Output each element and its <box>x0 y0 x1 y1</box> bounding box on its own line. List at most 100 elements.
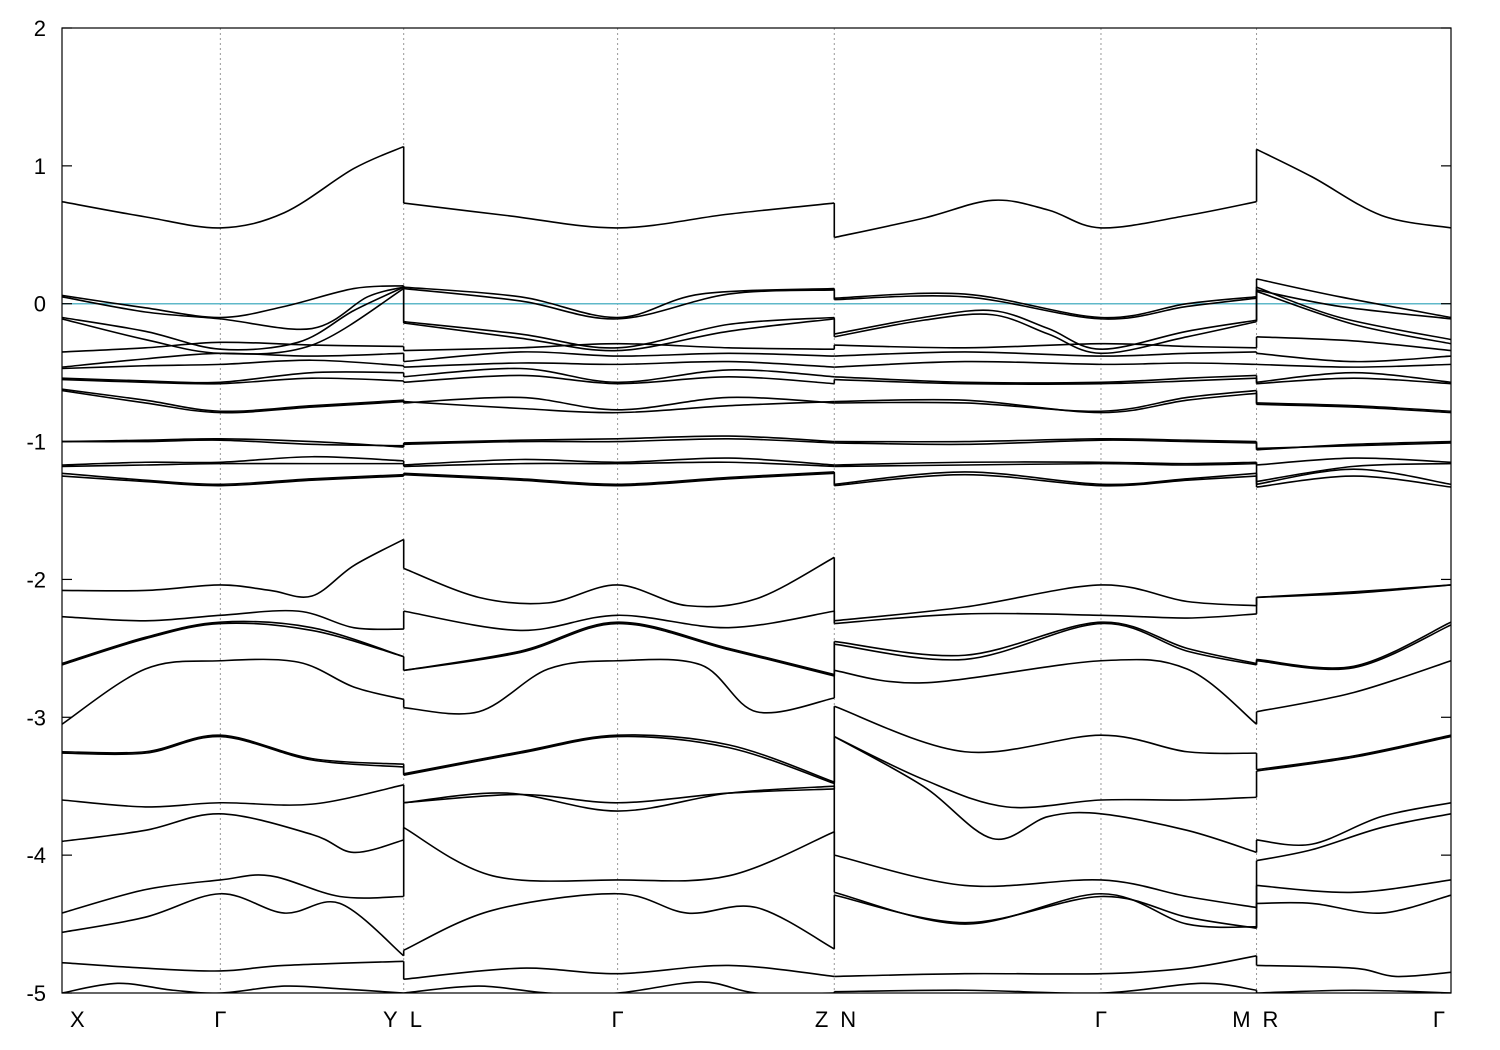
band-29-segment-3 <box>1256 964 1451 978</box>
k-point-label: Γ <box>612 1007 624 1032</box>
band-5-segment-1 <box>403 342 835 352</box>
band-8-segment-0 <box>62 371 404 384</box>
band-25-segment-2 <box>833 735 1257 854</box>
band-19-segment-1 <box>403 610 835 632</box>
band-21-segment-1 <box>403 622 835 677</box>
band-29-segment-2 <box>834 954 1257 978</box>
band-27-segment-3 <box>1256 879 1451 894</box>
band-0-segment-0 <box>62 145 405 229</box>
band-11-segment-3 <box>1256 403 1451 414</box>
band-10-segment-0 <box>62 388 404 413</box>
k-point-label: Γ <box>1095 1007 1107 1032</box>
band-18-segment-1 <box>403 556 835 608</box>
k-point-label: R <box>1263 1007 1279 1032</box>
band-4-segment-2 <box>834 313 1257 355</box>
plot-frame <box>61 27 1452 994</box>
band-1-segment-1 <box>403 286 835 319</box>
band-12-segment-2 <box>834 437 1257 443</box>
band-13-segment-0 <box>62 439 404 447</box>
band-2-segment-2 <box>834 295 1257 320</box>
k-point-label: Z <box>815 1007 828 1032</box>
band-22-segment-3 <box>1256 659 1451 713</box>
band-7-segment-1 <box>403 360 835 368</box>
band-5-segment-0 <box>62 341 404 353</box>
band-24-segment-0 <box>62 735 404 768</box>
band-21-segment-0 <box>62 622 404 666</box>
band-8-segment-2 <box>834 374 1257 384</box>
band-27-segment-0 <box>62 874 404 914</box>
band-20-segment-2 <box>834 621 1257 665</box>
band-20-segment-1 <box>403 621 835 676</box>
band-3-segment-1 <box>403 316 835 349</box>
band-15-segment-0 <box>62 462 404 468</box>
band-5-segment-2 <box>834 342 1257 349</box>
band-7-segment-2 <box>834 360 1257 368</box>
band-16-segment-0 <box>62 472 404 486</box>
band-11-segment-0 <box>62 389 404 414</box>
band-26-segment-2 <box>834 854 1257 909</box>
band-14-segment-1 <box>403 457 835 466</box>
y-tick-label: -4 <box>26 843 46 868</box>
band-26-segment-1 <box>403 785 835 812</box>
band-1-segment-0 <box>62 284 404 319</box>
band-21-segment-2 <box>834 622 1257 666</box>
k-point-label: N <box>840 1007 856 1032</box>
y-tick-label: -2 <box>26 567 46 592</box>
band-25-segment-1 <box>403 788 835 804</box>
band-27-segment-1 <box>403 826 835 882</box>
y-tick-label: 2 <box>34 16 46 41</box>
k-point-label: Y <box>383 1007 398 1032</box>
band-7-segment-0 <box>62 359 404 370</box>
band-29-segment-1 <box>403 964 835 981</box>
band-11-segment-1 <box>403 400 835 414</box>
band-30-segment-0 <box>62 982 404 993</box>
band-1-segment-3 <box>1256 278 1451 319</box>
band-28-segment-3 <box>1256 894 1451 914</box>
band-2-segment-0 <box>62 286 404 331</box>
band-25-segment-3 <box>1256 801 1451 847</box>
band-0-segment-3 <box>1256 148 1451 229</box>
band-22-segment-0 <box>62 658 404 725</box>
band-9-segment-2 <box>834 377 1257 385</box>
band-15-segment-1 <box>403 461 835 468</box>
band-22-segment-2 <box>834 658 1258 725</box>
band-2-segment-1 <box>403 287 835 320</box>
y-tick-label: 0 <box>34 292 46 317</box>
band-5-segment-3 <box>1256 336 1451 352</box>
band-17-segment-1 <box>403 472 835 487</box>
band-17-segment-2 <box>834 473 1257 487</box>
band-26-segment-0 <box>62 812 404 854</box>
band-20-segment-3 <box>1256 621 1451 669</box>
band-29-segment-0 <box>62 960 404 972</box>
band-lines <box>62 145 1451 993</box>
y-tick-label: -3 <box>26 705 46 730</box>
band-14-segment-3 <box>1256 457 1451 466</box>
band-23-segment-1 <box>403 734 835 783</box>
band-16-segment-3 <box>1256 468 1451 486</box>
band-28-segment-2 <box>834 894 1257 930</box>
band-22-segment-1 <box>403 658 835 715</box>
band-23-segment-0 <box>62 734 404 765</box>
y-axis: 2 1 0 -1 -2 -3 -4 -5 <box>26 16 1451 1006</box>
band-30-segment-1 <box>403 981 835 993</box>
band-15-segment-3 <box>1256 462 1451 483</box>
band-14-segment-2 <box>834 461 1257 466</box>
band-19-segment-3 <box>1256 584 1451 599</box>
band-8-segment-1 <box>403 367 835 384</box>
k-point-label: Γ <box>1433 1007 1445 1032</box>
band-9-segment-1 <box>403 374 835 385</box>
band-18-segment-0 <box>62 538 405 598</box>
band-3-segment-3 <box>1256 286 1451 341</box>
k-point-label: X <box>70 1007 85 1032</box>
band-4-segment-1 <box>403 318 835 352</box>
k-point-label: L <box>410 1007 422 1032</box>
band-6-segment-3 <box>1256 352 1451 363</box>
band-21-segment-3 <box>1256 624 1451 671</box>
k-point-label: M <box>1232 1007 1250 1032</box>
band-12-segment-0 <box>62 437 404 448</box>
band-10-segment-2 <box>834 389 1257 413</box>
band-25-segment-0 <box>62 784 404 808</box>
band-30-segment-3 <box>1256 989 1451 993</box>
band-16-segment-2 <box>834 471 1257 486</box>
